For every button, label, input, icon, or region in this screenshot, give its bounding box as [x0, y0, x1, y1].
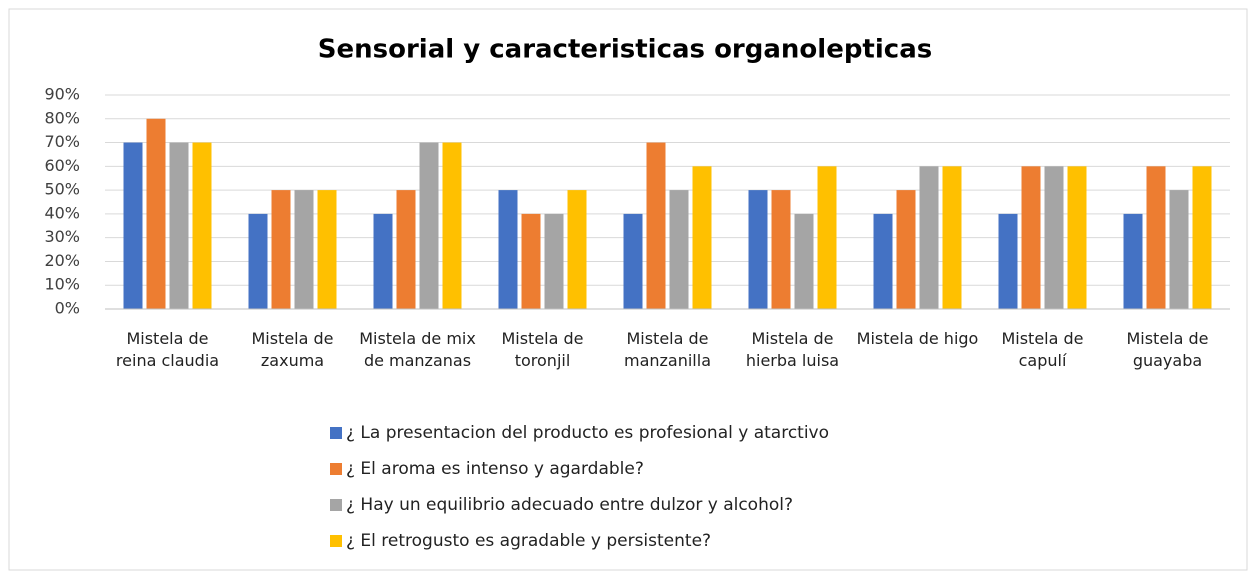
bar [748, 190, 768, 309]
y-tick-label: 60% [44, 156, 80, 175]
y-tick-label: 80% [44, 108, 80, 127]
bar [169, 142, 189, 309]
bar [396, 190, 416, 309]
legend-swatch [330, 427, 342, 439]
legend-swatch [330, 463, 342, 475]
y-tick-label: 70% [44, 132, 80, 151]
y-tick-label: 0% [55, 299, 80, 318]
y-tick-label: 90% [44, 85, 80, 104]
legend-label: ¿ El retrogusto es agradable y persisten… [346, 531, 711, 551]
bar [498, 190, 518, 309]
bar [623, 213, 643, 309]
x-tick-label: Mistela de higo [856, 329, 979, 348]
y-tick-label: 20% [44, 251, 80, 270]
y-tick-label: 40% [44, 203, 80, 222]
bar [419, 142, 439, 309]
bar [146, 118, 166, 310]
bar [442, 142, 462, 309]
x-tick-label: Mistela de toronjil [501, 329, 584, 370]
legend-label: ¿ Hay un equilibrio adecuado entre dulzo… [346, 495, 793, 515]
x-tick-label: Mistela de guayaba [1126, 329, 1209, 370]
bar [521, 213, 541, 309]
bar [1192, 166, 1212, 309]
bar [1067, 166, 1087, 309]
legend-label: ¿ La presentacion del producto es profes… [346, 423, 829, 443]
bar [919, 166, 939, 309]
bar [817, 166, 837, 309]
bar [123, 142, 143, 309]
bar [1169, 190, 1189, 309]
x-tick-label: Mistela de hierba luisa [745, 329, 840, 370]
bar [192, 142, 212, 309]
bar [794, 213, 814, 309]
x-tick-label: Mistela de capulí [1001, 329, 1084, 370]
x-tick-label: Mistela de zaxuma [251, 329, 334, 370]
bar [248, 213, 268, 309]
bar [1021, 166, 1041, 309]
legend-label: ¿ El aroma es intenso y agardable? [346, 459, 644, 479]
bar [998, 213, 1018, 309]
bar [1123, 213, 1143, 309]
bar [271, 190, 291, 309]
bar [771, 190, 791, 309]
bar [544, 213, 564, 309]
bar [294, 190, 314, 309]
legend-swatch [330, 499, 342, 511]
y-tick-label: 30% [44, 227, 80, 246]
bar [317, 190, 337, 309]
bar [669, 190, 689, 309]
legend-swatch [330, 535, 342, 547]
bar [942, 166, 962, 309]
bar [567, 190, 587, 309]
bar [896, 190, 916, 309]
x-tick-label: Mistela de mix de manzanas [359, 329, 476, 370]
bar [1146, 166, 1166, 309]
bar [373, 213, 393, 309]
x-tick-label: Mistela de reina claudia [115, 329, 220, 370]
bar [873, 213, 893, 309]
x-tick-label: Mistela de manzanilla [623, 329, 711, 370]
chart-title: Sensorial y caracteristicas organoleptic… [318, 35, 932, 65]
bar [692, 166, 712, 309]
y-tick-label: 50% [44, 180, 80, 199]
bar [1044, 166, 1064, 309]
bar [646, 142, 666, 309]
y-tick-label: 10% [44, 275, 80, 294]
